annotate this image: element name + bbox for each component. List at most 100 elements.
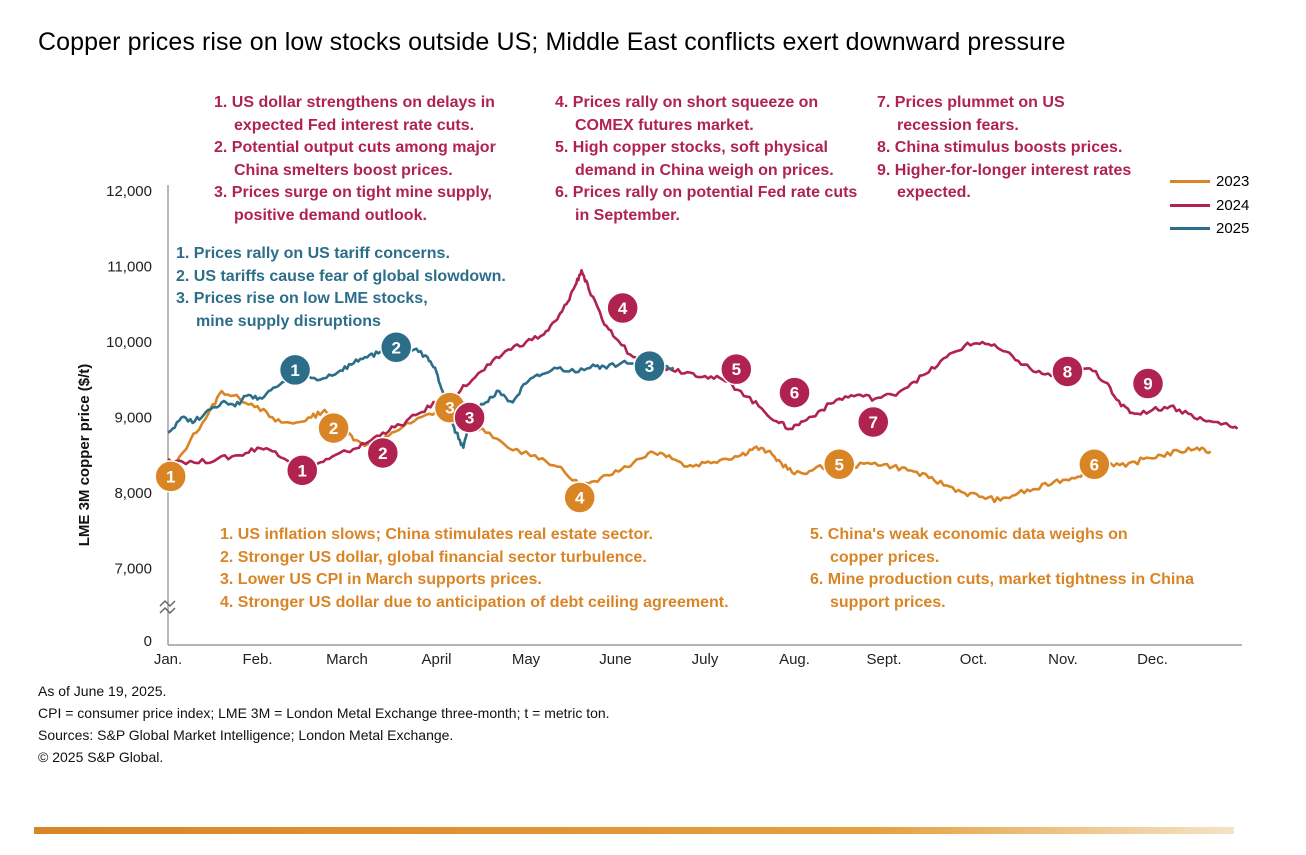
marker-circle <box>778 376 811 409</box>
annotations-2024-col1: 1. US dollar strengthens on delays in ex… <box>214 92 544 227</box>
x-tick-label: Sept. <box>866 651 901 668</box>
marker-2025-1: 1 <box>278 353 312 387</box>
marker-circle <box>317 411 350 445</box>
marker-circle <box>720 352 753 386</box>
x-tick-label: Feb. <box>242 651 272 668</box>
marker-label: 3 <box>445 399 454 418</box>
annotation-2025-2: 2. US tariffs cause fear of global slowd… <box>176 267 506 285</box>
axis-break-icon <box>159 599 176 615</box>
marker-label: 4 <box>575 489 585 508</box>
chart-title: Copper prices rise on low stocks outside… <box>38 28 1066 56</box>
footnote-copyright: © 2025 S&P Global. <box>38 749 164 765</box>
y-tick-label: 0 <box>144 633 152 650</box>
y-tick-label: 9,000 <box>114 410 152 427</box>
legend-label-2023: 2023 <box>1216 173 1250 191</box>
annotation-2023-4: 4. Stronger US dollar due to anticipatio… <box>220 593 729 611</box>
marker-2023-5: 5 <box>823 448 856 481</box>
marker-2023-6: 6 <box>1078 448 1111 481</box>
legend-item-2025: 2025 <box>1170 217 1249 241</box>
marker-2025-3: 3 <box>633 349 666 383</box>
marker-label: 3 <box>645 357 654 376</box>
annotation-2025-3: 3. Prices rise on low LME stocks, mine s… <box>176 290 428 330</box>
marker-label: 2 <box>329 419 338 438</box>
legend-item-2023: 2023 <box>1170 170 1249 194</box>
marker-label: 5 <box>835 455 844 474</box>
marker-2023-2: 2 <box>317 411 350 445</box>
annotations-2024-col2: 4. Prices rally on short squeeze on COME… <box>555 92 875 227</box>
marker-circle <box>857 405 890 439</box>
marker-label: 3 <box>465 409 474 428</box>
axes-layer: 12,000 11,000 10,000 9,000 8,000 7,000 0 LME 3M… <box>76 183 1242 668</box>
marker-label: 8 <box>1063 362 1072 381</box>
annotation-2024-6: 6. Prices rally on potential Fed rate cu… <box>555 184 858 224</box>
y-tick-label: 10,000 <box>106 334 152 351</box>
y-axis-title: LME 3M copper price ($/t) <box>76 364 93 547</box>
marker-circle <box>606 291 639 325</box>
annotation-2024-9: 9. Higher-for-longer interest rates expe… <box>877 161 1132 202</box>
legend-label-2025: 2025 <box>1216 220 1250 238</box>
marker-label: 9 <box>1143 375 1152 394</box>
markers-layer: 1 2 3 4 5 6 1 2 3 4 5 6 7 8 9 1 2 3 <box>154 291 1165 514</box>
annotation-2024-5: 5. High copper stocks, soft physical dem… <box>555 139 834 179</box>
bottom-accent-rule <box>34 827 1234 834</box>
marker-label: 1 <box>166 467 175 486</box>
annotation-2024-8: 8. China stimulus boosts prices. <box>877 139 1123 156</box>
footnote-sources: Sources: S&P Global Market Intelligence;… <box>38 727 454 743</box>
marker-circle <box>453 401 486 434</box>
marker-label: 5 <box>732 360 741 379</box>
x-tick-label: Nov. <box>1048 651 1078 668</box>
marker-circle <box>278 353 312 387</box>
marker-label: 1 <box>298 461 307 480</box>
footnote-asof: As of June 19, 2025. <box>38 683 167 699</box>
annotation-2023-2: 2. Stronger US dollar, global financial … <box>220 548 647 566</box>
marker-label: 4 <box>618 299 628 318</box>
marker-2023-1: 1 <box>154 460 187 493</box>
marker-2024-8: 8 <box>1051 355 1084 388</box>
marker-2024-2: 2 <box>366 436 400 470</box>
annotations-2023-col2: 5. China's weak economic data weighs on … <box>810 524 1215 614</box>
x-tick-label: Oct. <box>960 651 988 668</box>
marker-label: 6 <box>790 384 799 403</box>
y-tick-label: 11,000 <box>107 259 152 276</box>
marker-2024-5: 5 <box>720 352 753 386</box>
series-line-2025 <box>167 343 675 450</box>
annotation-2023-5: 5. China's weak economic data weighs on … <box>810 526 1128 566</box>
series-line-2023 <box>166 389 1212 504</box>
x-tick-label: Dec. <box>1137 651 1168 668</box>
marker-circle <box>633 349 666 383</box>
x-tick-label: July <box>692 651 719 668</box>
marker-circle <box>366 436 400 470</box>
annotation-2024-4: 4. Prices rally on short squeeze on COME… <box>555 94 819 134</box>
x-tick-label: March <box>326 651 368 668</box>
annotation-2025-1: 1. Prices rally on US tariff concerns. <box>176 245 450 262</box>
marker-2025-2: 2 <box>379 331 413 364</box>
marker-circle <box>154 460 187 493</box>
marker-2024-9: 9 <box>1131 367 1165 400</box>
annotation-2023-3: 3. Lower US CPI in March supports prices… <box>220 571 542 588</box>
annotation-2023-6: 6. Mine production cuts, market tightnes… <box>810 571 1195 611</box>
annotation-2024-7: 7. Prices plummet on US recession fears. <box>877 94 1065 134</box>
marker-circle <box>563 481 596 514</box>
marker-circle <box>823 448 856 481</box>
footnote-definitions: CPI = consumer price index; LME 3M = Lon… <box>38 705 610 721</box>
marker-circle <box>1131 367 1165 400</box>
marker-circle <box>1051 355 1084 388</box>
marker-2024-4: 4 <box>606 291 639 325</box>
marker-label: 1 <box>290 361 299 380</box>
x-tick-label: June <box>599 651 632 668</box>
marker-label: 2 <box>378 444 387 463</box>
marker-label: 7 <box>869 413 878 432</box>
annotation-2024-2: 2. Potential output cuts among major Chi… <box>214 139 496 179</box>
x-tick-label: Aug. <box>779 651 810 668</box>
annotation-2024-3: 3. Prices surge on tight mine supply, po… <box>214 184 492 224</box>
x-tick-label: April <box>421 651 451 668</box>
x-tick-label: May <box>512 651 541 668</box>
y-tick-label: 12,000 <box>106 183 152 200</box>
annotation-2023-1: 1. US inflation slows; China stimulates … <box>220 526 654 543</box>
x-tick-label: Jan. <box>154 651 182 668</box>
marker-2024-3: 3 <box>453 401 486 434</box>
annotations-2025: 1. Prices rally on US tariff concerns. 2… <box>176 243 506 333</box>
legend-label-2024: 2024 <box>1216 196 1250 214</box>
marker-2024-6: 6 <box>778 376 811 409</box>
